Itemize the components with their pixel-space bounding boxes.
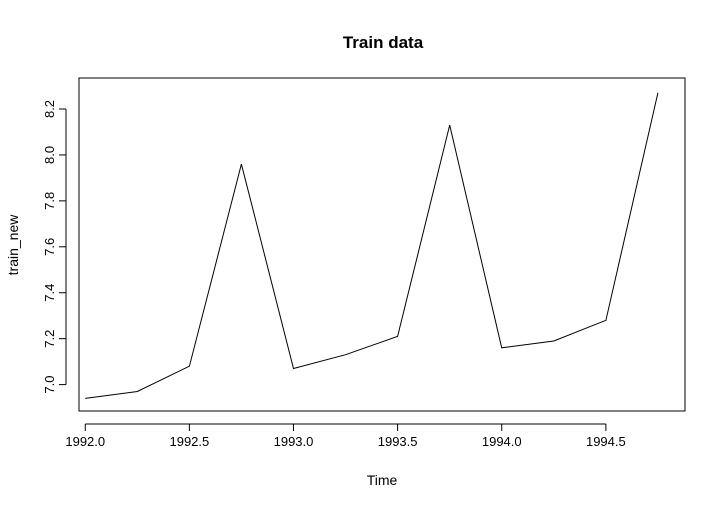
y-tick-label: 8.2 bbox=[42, 100, 57, 118]
y-tick-label: 8.0 bbox=[42, 146, 57, 164]
y-tick-label: 7.0 bbox=[42, 376, 57, 394]
chart-title: Train data bbox=[343, 33, 424, 52]
x-axis: 1992.0 1992.5 1993.0 1993.5 1994.0 1994.5 bbox=[65, 423, 626, 449]
x-tick-label: 1994.5 bbox=[586, 434, 626, 449]
series-line bbox=[85, 92, 659, 399]
x-tick-label: 1993.5 bbox=[378, 434, 418, 449]
y-tick-label: 7.6 bbox=[42, 238, 57, 256]
y-tick-label: 7.4 bbox=[42, 284, 57, 302]
x-axis-label: Time bbox=[367, 472, 398, 488]
y-axis: 7.0 7.2 7.4 7.6 7.8 8.0 8.2 bbox=[42, 100, 67, 394]
y-tick-label: 7.8 bbox=[42, 192, 57, 210]
x-tick-label: 1992.0 bbox=[65, 434, 105, 449]
y-axis-label: train_new bbox=[5, 214, 21, 276]
plot-frame bbox=[78, 77, 686, 412]
y-tick-label: 7.2 bbox=[42, 330, 57, 348]
x-tick-label: 1994.0 bbox=[482, 434, 522, 449]
x-tick-label: 1993.0 bbox=[274, 434, 314, 449]
x-tick-label: 1992.5 bbox=[169, 434, 209, 449]
